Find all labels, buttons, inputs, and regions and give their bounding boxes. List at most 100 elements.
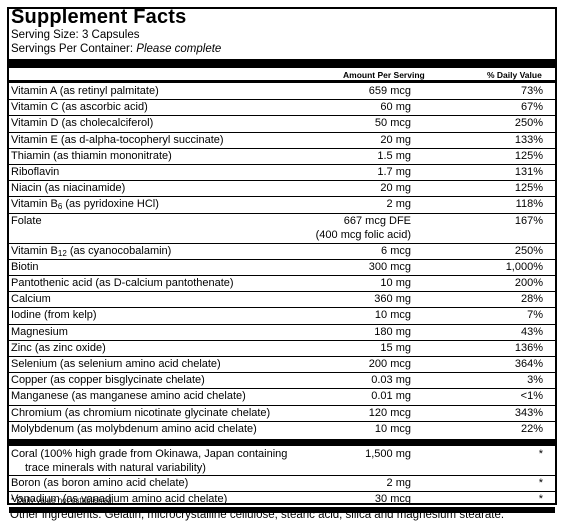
other-amount: 1,500 mg (365, 448, 411, 460)
nutrient-daily-value: 67% (520, 101, 543, 114)
thick-bar-bottom (9, 508, 555, 513)
other-daily-value: * (538, 493, 543, 505)
nutrient-amount: 10 mg (380, 277, 411, 289)
row-divider (9, 148, 555, 149)
other-amount: 2 mg (386, 477, 411, 489)
nutrient-amount: 200 mcg (368, 358, 411, 370)
nutrient-daily-value: 28% (520, 293, 543, 306)
row-divider (9, 356, 555, 357)
dv-header: % Daily Value (487, 70, 542, 80)
servings-label: Servings Per Container: (11, 43, 134, 55)
other-daily-value: * (538, 448, 543, 460)
other-name: Vanadium (as vanadium amino acid chelate… (11, 493, 228, 505)
row-divider (9, 388, 555, 389)
other-daily-value: * (538, 477, 543, 489)
nutrient-amount: 120 mcg (368, 406, 411, 419)
nutrient-amount: 10 mcg (374, 309, 411, 322)
nutrient-name: Chromium (as chromium nicotinate glycina… (11, 406, 271, 419)
other-name: Coral (100% high grade from Okinawa, Jap… (11, 448, 288, 460)
header-rule (9, 80, 555, 83)
nutrient-daily-value: 125% (514, 182, 543, 195)
nutrient-name: Niacin (as niacinamide) (11, 182, 126, 195)
nutrient-name: Folate (11, 214, 42, 227)
nutrient-name: Iodine (from kelp) (11, 309, 97, 322)
nutrient-name: Zinc (as zinc oxide) (11, 341, 106, 354)
row-divider (9, 491, 555, 492)
nutrient-amount: 300 mcg (368, 260, 411, 273)
nutrient-daily-value: 200% (514, 277, 543, 289)
nutrient-amount: 360 mg (374, 293, 411, 306)
row-divider (9, 475, 555, 476)
nutrient-daily-value: 167% (514, 214, 543, 227)
amount-header: Amount Per Serving (343, 70, 425, 80)
row-divider (9, 164, 555, 165)
nutrient-daily-value: <1% (520, 390, 543, 403)
row-divider (9, 507, 555, 508)
thick-bar-middle (9, 439, 555, 446)
other-name-detail: trace minerals with natural variability) (25, 462, 206, 474)
nutrient-daily-value: 1,000% (505, 260, 543, 273)
nutrient-name: Selenium (as selenium amino acid chelate… (11, 358, 221, 370)
nutrient-amount: 1.7 mg (377, 166, 411, 178)
nutrient-amount: 60 mg (380, 101, 411, 114)
nutrient-daily-value: 250% (514, 117, 543, 130)
row-divider (9, 99, 555, 100)
nutrient-daily-value: 364% (514, 358, 543, 370)
footnote: * Daily value not established. (11, 496, 114, 505)
row-divider (9, 243, 555, 244)
thick-bar-top (9, 59, 555, 68)
nutrient-name: Magnesium (11, 325, 68, 338)
nutrient-name: Riboflavin (11, 166, 60, 178)
row-divider (9, 275, 555, 276)
nutrient-name: Vitamin D (as cholecalciferol) (11, 117, 154, 130)
row-divider (9, 291, 555, 292)
supplement-facts-panel: Supplement Facts Serving Size: 3 Capsule… (7, 6, 557, 513)
nutrient-daily-value: 133% (514, 133, 543, 146)
other-amount: 30 mcg (374, 493, 411, 505)
serving-size: Serving Size: 3 Capsules (11, 29, 140, 41)
other-name: Boron (as boron amino acid chelate) (11, 477, 189, 489)
nutrient-daily-value: 43% (520, 325, 543, 338)
nutrient-amount: 1.5 mg (377, 149, 411, 162)
nutrient-amount: 2 mg (386, 198, 411, 211)
nutrient-amount: 20 mg (380, 182, 411, 195)
nutrient-amount: 6 mcg (381, 244, 411, 257)
nutrient-name: Vitamin C (as ascorbic acid) (11, 101, 148, 114)
nutrient-daily-value: 343% (514, 406, 543, 419)
nutrient-amount: 0.03 mg (371, 374, 411, 387)
nutrient-daily-value: 22% (520, 422, 543, 435)
servings-value: Please complete (136, 43, 222, 55)
row-divider (9, 132, 555, 133)
nutrient-name: Thiamin (as thiamin mononitrate) (11, 149, 172, 162)
nutrient-amount-detail: (400 mcg folic acid) (315, 228, 411, 241)
nutrient-amount: 20 mg (380, 133, 411, 146)
nutrient-name: Molybdenum (as molybdenum amino acid che… (11, 422, 257, 435)
row-divider (9, 213, 555, 214)
nutrient-amount: 667 mcg DFE (343, 214, 411, 227)
nutrient-daily-value: 73% (520, 85, 543, 97)
row-divider (9, 421, 555, 422)
row-divider (9, 196, 555, 197)
nutrient-name: Copper (as copper bisglycinate chelate) (11, 374, 205, 387)
row-divider (9, 324, 555, 325)
panel-title: Supplement Facts (11, 6, 187, 28)
nutrient-daily-value: 118% (515, 198, 543, 211)
nutrient-name: Vitamin A (as retinyl palmitate) (11, 85, 159, 97)
nutrient-daily-value: 131% (514, 166, 543, 178)
nutrient-name: Vitamin B12 (as cyanocobalamin) (11, 244, 172, 258)
servings-per-container: Servings Per Container: Please complete (11, 43, 221, 55)
other-ingredients: Other ingredients: Gelatin, microcrystal… (10, 509, 505, 521)
nutrient-name: Vitamin B6 (as pyridoxine HCl) (11, 198, 159, 212)
nutrient-amount: 0.01 mg (371, 390, 411, 403)
row-divider (9, 307, 555, 308)
nutrient-amount: 15 mg (380, 341, 411, 354)
nutrient-amount: 659 mcg (368, 85, 411, 97)
nutrient-name: Vitamin E (as d-alpha-tocopheryl succina… (11, 133, 224, 146)
nutrient-name: Calcium (11, 293, 51, 306)
nutrient-amount: 10 mcg (374, 422, 411, 435)
nutrient-name: Manganese (as manganese amino acid chela… (11, 390, 246, 403)
nutrient-daily-value: 7% (527, 309, 543, 322)
row-divider (9, 340, 555, 341)
nutrient-daily-value: 136% (514, 341, 543, 354)
nutrient-name: Biotin (11, 260, 39, 273)
